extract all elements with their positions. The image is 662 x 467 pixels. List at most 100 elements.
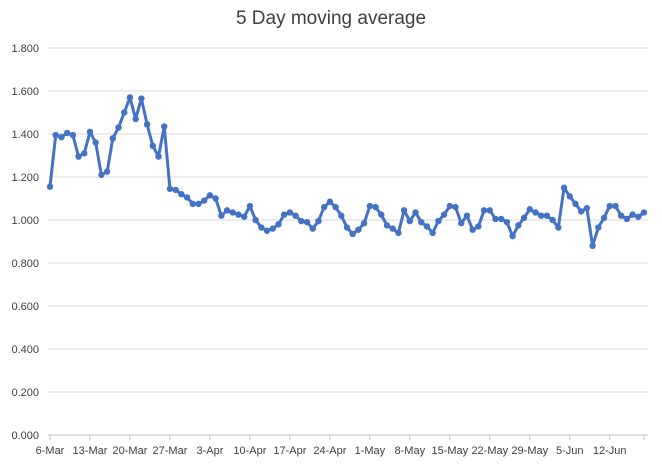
data-point	[98, 171, 105, 179]
data-point	[240, 213, 248, 220]
data-point	[458, 220, 465, 227]
data-point	[617, 212, 625, 219]
data-point	[155, 153, 162, 160]
data-point	[566, 193, 573, 200]
y-tick-label: 1.800	[11, 43, 39, 55]
data-point	[172, 186, 179, 194]
data-point	[218, 212, 225, 219]
data-point	[223, 207, 231, 214]
data-point	[46, 183, 54, 190]
data-point	[315, 217, 322, 225]
data-point	[640, 209, 648, 216]
data-point	[469, 226, 476, 233]
data-point	[103, 168, 111, 175]
data-point	[372, 203, 379, 211]
x-tick-label: 24-Apr	[313, 445, 346, 457]
data-point	[275, 221, 282, 228]
data-point	[583, 204, 591, 212]
data-point	[52, 131, 59, 139]
x-tick-label: 1-May	[355, 445, 386, 457]
data-point	[63, 129, 71, 137]
data-point	[543, 212, 551, 219]
data-point	[258, 224, 265, 231]
data-point	[81, 150, 88, 157]
x-tick-label: 10-Apr	[233, 445, 266, 457]
data-point	[440, 211, 448, 218]
data-point	[429, 229, 436, 237]
chart-title: 5 Day moving average	[235, 8, 427, 29]
data-point	[292, 212, 299, 219]
x-tick-label: 6-Mar	[36, 445, 65, 457]
data-point	[463, 212, 471, 219]
data-point	[537, 212, 545, 219]
data-point	[629, 211, 636, 218]
data-point	[298, 217, 305, 225]
data-point	[452, 203, 459, 211]
y-tick-label: 0.200	[11, 387, 39, 399]
x-tick-label: 8-May	[395, 445, 426, 457]
x-tick-label: 12-Jun	[593, 445, 627, 457]
data-point	[201, 197, 208, 204]
data-point	[446, 202, 454, 210]
data-point	[406, 217, 414, 225]
data-point	[166, 185, 174, 193]
data-point	[246, 202, 254, 210]
x-tick-label: 20-Mar	[113, 445, 148, 457]
x-tick-label: 22-May	[471, 445, 508, 457]
data-point	[263, 227, 271, 234]
data-point	[395, 229, 402, 237]
data-point	[572, 200, 579, 208]
data-point	[549, 216, 556, 224]
data-point	[195, 200, 202, 208]
data-point	[435, 217, 442, 225]
y-tick-label: 1.600	[11, 86, 39, 98]
data-point	[612, 202, 619, 210]
data-point	[400, 207, 408, 214]
x-tick-label: 15-May	[431, 445, 468, 457]
data-point	[555, 224, 562, 231]
data-point	[178, 191, 185, 198]
data-point	[69, 131, 77, 139]
data-point	[92, 139, 99, 146]
data-point	[143, 121, 151, 128]
y-tick-label: 0.800	[11, 258, 39, 270]
data-point	[423, 223, 431, 230]
data-point	[560, 184, 568, 191]
data-point	[303, 218, 311, 226]
data-point	[75, 153, 82, 160]
data-point	[183, 194, 191, 201]
data-point	[343, 224, 351, 231]
x-tick-label: 3-Apr	[196, 445, 223, 457]
data-point	[121, 109, 128, 116]
data-point	[309, 225, 316, 232]
data-point	[515, 222, 522, 229]
data-point	[635, 213, 642, 220]
data-point	[480, 207, 488, 214]
data-point	[589, 242, 596, 249]
data-point	[509, 232, 516, 240]
data-point	[498, 215, 505, 223]
data-point	[132, 115, 139, 123]
y-tick-label: 1.000	[11, 215, 39, 227]
x-tick-label: 5-Jun	[556, 445, 584, 457]
data-point	[378, 211, 385, 218]
data-point	[412, 209, 419, 216]
data-point	[486, 207, 493, 214]
data-point	[149, 142, 157, 150]
y-tick-label: 0.600	[11, 301, 39, 313]
data-point	[355, 226, 362, 233]
data-point	[126, 94, 134, 101]
data-point	[269, 225, 276, 232]
y-tick-label: 1.400	[11, 129, 39, 141]
data-point	[503, 218, 511, 226]
data-point	[492, 215, 499, 223]
data-point	[526, 206, 533, 213]
data-point	[623, 215, 631, 223]
data-point	[320, 203, 328, 211]
data-point	[360, 220, 368, 227]
data-point	[418, 218, 425, 226]
data-point	[109, 135, 117, 142]
data-point	[86, 128, 94, 136]
data-point	[349, 230, 356, 238]
